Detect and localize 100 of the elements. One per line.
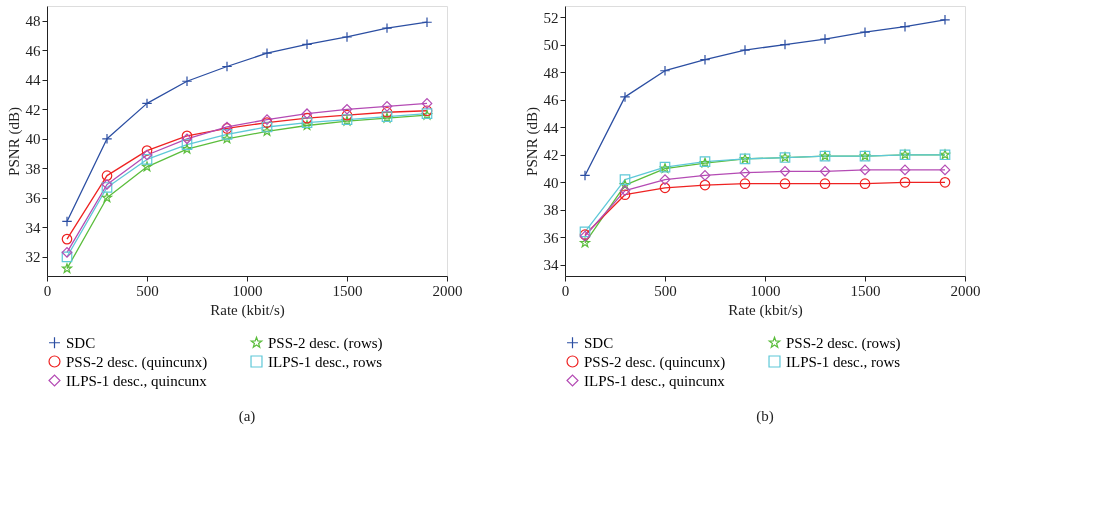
point — [181, 139, 193, 151]
x-tick-label: 2000 — [950, 282, 981, 299]
legend-label: PSS-2 desc. (quincunx) — [584, 353, 726, 371]
point — [619, 179, 631, 190]
x-tick-label: 500 — [654, 282, 677, 299]
point — [899, 176, 911, 188]
point — [739, 167, 751, 179]
point — [619, 174, 631, 185]
point — [301, 112, 313, 124]
point — [141, 154, 153, 165]
y-tick-label: 40 — [543, 174, 559, 191]
point — [699, 54, 711, 66]
point — [579, 237, 591, 248]
point — [939, 164, 951, 176]
point — [341, 31, 353, 43]
legend-label: ILPS-1 desc., rows — [268, 353, 383, 370]
x-axis-title: Rate (kbit/s) — [728, 301, 803, 319]
x-tick-label: 2000 — [432, 282, 463, 299]
point — [101, 133, 113, 145]
y-tick-label: 34 — [25, 219, 41, 236]
point — [819, 165, 831, 177]
x-axis-title: Rate (kbit/s) — [210, 301, 285, 319]
text: (a) — [238, 408, 256, 425]
point — [261, 121, 273, 133]
point — [141, 149, 153, 161]
point — [619, 189, 631, 201]
x-tick-label: 1000 — [750, 282, 781, 299]
point — [859, 164, 871, 176]
point — [939, 176, 951, 188]
point — [101, 170, 113, 182]
y-tick-label: 44 — [543, 119, 559, 136]
point — [341, 109, 353, 121]
point — [779, 178, 791, 190]
point — [939, 14, 951, 26]
y-tick-label: 46 — [543, 92, 559, 109]
y-tick-label: 32 — [25, 249, 41, 266]
y-tick-label: 42 — [543, 147, 559, 164]
y-tick-label: 38 — [25, 160, 41, 177]
x-tick-label: 1500 — [850, 282, 881, 299]
point — [221, 133, 233, 144]
point — [659, 174, 671, 185]
y-axis-title: PSNR (dB) — [523, 107, 541, 176]
point — [779, 39, 791, 50]
point — [381, 22, 393, 34]
y-tick-label: 38 — [543, 202, 559, 219]
point — [141, 145, 153, 156]
point — [61, 263, 73, 274]
point — [699, 170, 711, 181]
point — [301, 108, 313, 120]
y-tick-label: 34 — [543, 257, 559, 274]
point — [699, 179, 711, 191]
x-tick-label: 1500 — [332, 282, 363, 299]
point — [381, 100, 393, 112]
legend-label: PSS-2 desc. (quincunx) — [66, 353, 208, 371]
point — [421, 98, 433, 109]
point — [899, 164, 911, 176]
point — [739, 178, 751, 190]
y-tick-label: 46 — [25, 42, 41, 59]
legend-label: ILPS-1 desc., quincunx — [584, 372, 726, 389]
point — [221, 61, 233, 72]
y-tick-label: 48 — [25, 13, 41, 30]
x-tick-label: 0 — [561, 282, 570, 299]
y-tick-label: 42 — [25, 101, 41, 118]
y-tick-label: 48 — [543, 64, 559, 81]
y-tick-label: 40 — [25, 131, 41, 148]
y-tick-label: 52 — [543, 9, 559, 26]
x-tick-label: 0 — [43, 282, 52, 299]
point — [859, 178, 871, 190]
point — [779, 165, 791, 177]
y-axis-title: PSNR (dB) — [5, 107, 23, 176]
point — [61, 247, 73, 258]
x-tick-label: 1000 — [232, 282, 263, 299]
point — [61, 216, 73, 227]
point — [659, 65, 671, 77]
point — [619, 91, 631, 103]
point — [141, 98, 153, 109]
point — [421, 16, 433, 28]
point — [659, 182, 671, 194]
point — [141, 161, 153, 172]
point — [579, 170, 591, 181]
y-tick-label: 36 — [543, 229, 559, 246]
point — [261, 126, 273, 136]
y-tick-label: 36 — [25, 190, 41, 207]
point — [341, 103, 353, 115]
point — [261, 47, 273, 59]
y-tick-label: 44 — [25, 72, 41, 89]
legend-label: PSS-2 desc. (rows) — [268, 334, 383, 352]
point — [899, 21, 911, 33]
point — [61, 251, 73, 263]
legend-label: PSS-2 desc. (rows) — [786, 334, 901, 352]
legend-label: SDC — [584, 334, 614, 351]
legend-label: SDC — [66, 334, 96, 351]
point — [819, 33, 831, 45]
point — [381, 106, 393, 118]
point — [101, 192, 113, 203]
point — [61, 233, 73, 245]
point — [221, 129, 233, 140]
point — [619, 185, 631, 196]
point — [301, 39, 313, 50]
legend-label: ILPS-1 desc., quincunx — [66, 372, 208, 389]
